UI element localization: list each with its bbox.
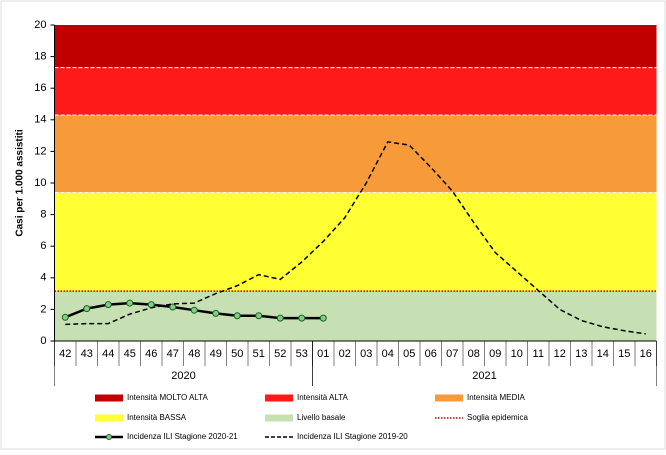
y-tick-label: 4 <box>40 272 46 284</box>
series-point <box>255 312 263 320</box>
intensity-band <box>54 25 657 68</box>
series-point <box>319 314 327 322</box>
x-tick-label: 05 <box>403 348 415 360</box>
legend-label: Intensità MEDIA <box>467 393 525 402</box>
legend-label: Incidenza ILI Stagione 2019-20 <box>297 432 408 441</box>
series-point <box>233 312 241 320</box>
x-tick-label: 10 <box>511 348 523 360</box>
series-point <box>61 313 69 321</box>
x-tick-label: 01 <box>317 348 329 360</box>
x-tick-label: 50 <box>231 348 243 360</box>
y-tick-label: 16 <box>34 82 46 94</box>
series-point <box>83 305 91 313</box>
x-tick-label: 48 <box>188 348 200 360</box>
x-tick-label: 07 <box>446 348 458 360</box>
series-point <box>104 301 112 309</box>
x-tick-label: 44 <box>102 348 114 360</box>
x-tick-label: 09 <box>489 348 501 360</box>
legend-swatch <box>265 394 293 402</box>
y-tick-label: 14 <box>34 114 46 126</box>
x-tick-label: 13 <box>575 348 587 360</box>
x-tick-label: 53 <box>296 348 308 360</box>
x-tick-label: 02 <box>339 348 351 360</box>
x-tick-label: 12 <box>554 348 566 360</box>
x-tick-label: 49 <box>210 348 222 360</box>
x-tick-label: 46 <box>145 348 157 360</box>
series-line <box>65 141 646 335</box>
y-tick-label: 20 <box>34 19 46 31</box>
intensity-band <box>54 291 657 341</box>
x-tick-label: 08 <box>468 348 480 360</box>
intensity-band <box>54 192 657 292</box>
legend-label: Intensità BASSA <box>127 413 187 422</box>
intensity-band <box>54 115 657 193</box>
x-tick-label: 52 <box>274 348 286 360</box>
legend-label: Livello basale <box>297 413 346 422</box>
x-tick-label: 11 <box>533 348 544 360</box>
legend-swatch <box>95 414 123 422</box>
x-tick-label: 15 <box>618 348 630 360</box>
y-tick-label: 6 <box>40 240 46 252</box>
x-tick-label: 14 <box>597 348 609 360</box>
y-tick-label: 18 <box>34 51 46 63</box>
x-tick-label: 45 <box>124 348 136 360</box>
x-tick-label: 43 <box>81 348 93 360</box>
y-tick-label: 10 <box>34 177 46 189</box>
year-label: 2021 <box>472 370 496 382</box>
series-point <box>126 299 134 307</box>
legend-label: Intensità MOLTO ALTA <box>127 393 208 402</box>
x-tick-label: 51 <box>253 348 265 360</box>
legend-swatch <box>95 394 123 402</box>
legend-label: Incidenza ILI Stagione 2020-21 <box>127 432 238 441</box>
y-axis-label: Casi per 1.000 assistiti <box>15 129 26 237</box>
year-label: 2020 <box>171 370 195 382</box>
y-tick-label: 8 <box>40 209 46 221</box>
legend-label: Soglia epidemica <box>467 413 528 422</box>
x-tick-label: 16 <box>640 348 652 360</box>
x-tick-label: 06 <box>425 348 437 360</box>
series-point <box>298 314 306 322</box>
legend-label: Intensità ALTA <box>297 393 349 402</box>
x-tick-label: 42 <box>59 348 71 360</box>
y-tick-label: 0 <box>40 335 46 347</box>
series-point <box>169 303 177 311</box>
series-point <box>212 309 220 317</box>
series-point <box>276 314 284 322</box>
legend-swatch <box>106 434 112 440</box>
x-tick-label: 47 <box>167 348 179 360</box>
legend-swatch <box>435 394 463 402</box>
y-tick-label: 2 <box>40 303 46 315</box>
x-tick-label: 03 <box>360 348 372 360</box>
series-point <box>190 306 198 314</box>
y-tick-label: 12 <box>34 145 46 157</box>
legend-swatch <box>265 414 293 422</box>
intensity-band <box>54 67 657 116</box>
x-tick-label: 04 <box>382 348 394 360</box>
